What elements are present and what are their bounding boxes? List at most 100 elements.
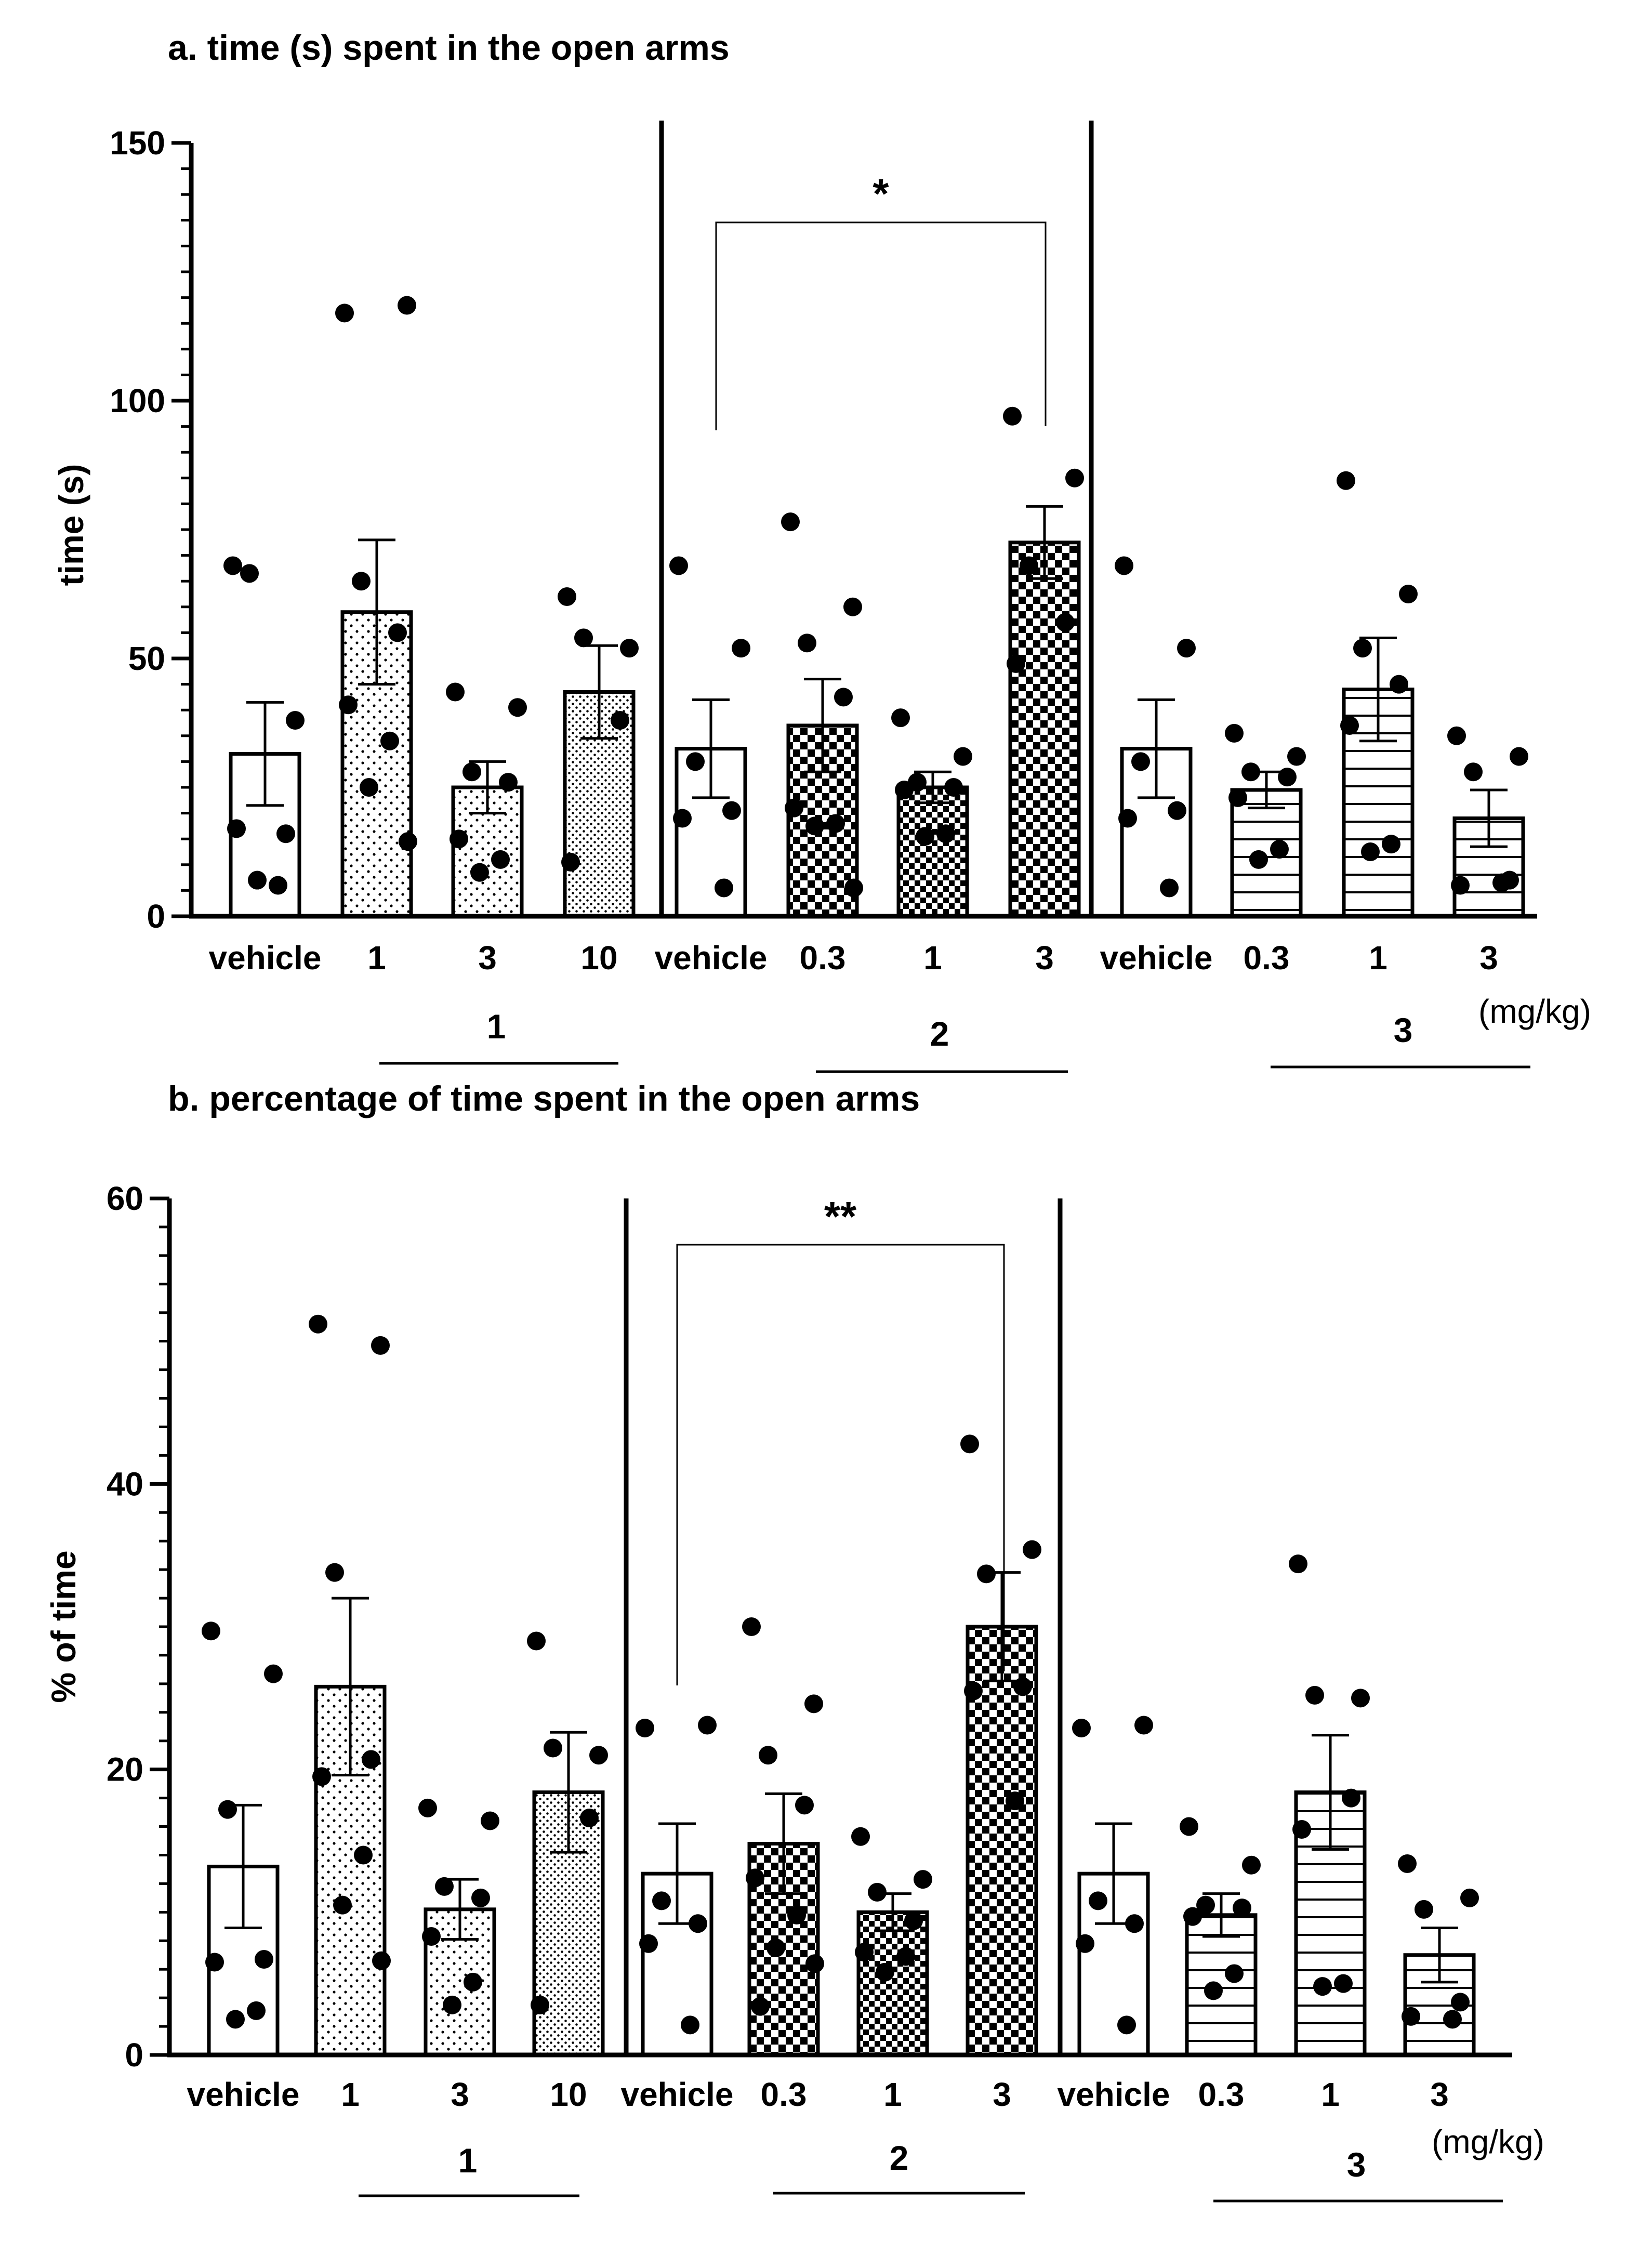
panel-b-point-1-3 <box>435 1877 454 1896</box>
panel-a-point-3-3 <box>1464 762 1483 782</box>
panel-a-point-3-1 <box>1361 842 1380 861</box>
panel-a-point-1-vehicle <box>248 871 267 890</box>
panel-a-point-3-0.3 <box>1278 768 1297 787</box>
panel-b-point-2-0.3 <box>804 1694 823 1713</box>
panel-b-category-label: vehicle <box>1057 2076 1170 2113</box>
panel-b-point-3-1 <box>1334 1974 1353 1993</box>
panel-a-point-1-1 <box>398 296 416 315</box>
panel-b-point-3-vehicle <box>1089 1891 1107 1910</box>
panel-b-point-1-3 <box>443 1995 461 2014</box>
panel-a-point-1-3 <box>446 682 465 702</box>
panel-a-point-3-1 <box>1399 585 1418 603</box>
panel-b-point-3-1 <box>1313 1977 1332 1996</box>
panel-b-point-3-0.3 <box>1225 1964 1244 1983</box>
panel-b-point-2-3 <box>977 1564 996 1584</box>
panel-a-point-2-1 <box>954 747 972 766</box>
panel-a-point-3-0.3 <box>1270 840 1289 859</box>
panel-b-point-1-vehicle <box>202 1622 220 1641</box>
panel-a-point-1-vehicle <box>286 711 305 730</box>
panel-a-point-2-vehicle <box>732 639 750 658</box>
panel-b-point-1-10 <box>527 1631 546 1651</box>
panel-b-point-1-3 <box>481 1811 499 1830</box>
panel-a-group-label: 3 <box>1394 1011 1413 1049</box>
panel-a-point-1-10 <box>620 639 639 658</box>
panel-b-point-1-vehicle <box>247 2001 266 2020</box>
panel-a-point-2-vehicle <box>669 556 688 575</box>
panel-b-point-2-3 <box>960 1434 979 1454</box>
panel-b-point-1-3 <box>464 1972 482 1992</box>
panel-b-point-1-3 <box>471 1888 490 1907</box>
panel-a-point-3-1 <box>1390 675 1408 694</box>
panel-b-errorbar-2-0.3 <box>765 1792 802 1895</box>
panel-a-category-label: 3 <box>478 939 497 977</box>
panel-b-y-tick-label: 60 <box>107 1180 143 1217</box>
panel-a-unit-label: (mg/kg) <box>1478 993 1591 1030</box>
panel-b-point-2-3 <box>1006 1791 1024 1811</box>
panel-b-point-3-3 <box>1402 2007 1420 2026</box>
panel-b-category-label: vehicle <box>187 2076 299 2113</box>
panel-b-errorbar-3-3 <box>1421 1927 1458 1984</box>
panel-a: a. time (s) spent in the open arms time … <box>52 28 1591 1073</box>
panel-b-point-3-1 <box>1305 1685 1324 1705</box>
panel-a-point-1-3 <box>462 762 481 782</box>
panel-a-ylabel: time (s) <box>52 464 90 586</box>
panel-b-point-1-10 <box>580 1809 599 1828</box>
panel-a-errorbar-3-vehicle <box>1138 698 1175 799</box>
panel-a-point-2-0.3 <box>843 597 862 616</box>
panel-a-point-3-1 <box>1337 471 1355 490</box>
panel-b-point-2-1 <box>914 1870 932 1889</box>
panel-a-significance-label: * <box>873 170 889 217</box>
panel-a-category-label: 3 <box>1035 939 1054 977</box>
panel-b-point-3-3 <box>1398 1854 1417 1873</box>
panel-a-significance-bracket <box>715 221 1047 430</box>
panel-a-category-label: 0.3 <box>1244 939 1290 977</box>
panel-b-point-2-3 <box>964 1681 983 1700</box>
panel-b-point-1-vehicle <box>205 1953 224 1972</box>
panel-b-point-1-1 <box>312 1767 331 1786</box>
panel-b-point-1-vehicle <box>218 1800 237 1819</box>
panel-b-point-2-1 <box>904 1911 923 1930</box>
panel-b: b. percentage of time spent in the open … <box>44 1079 1544 2203</box>
panel-a-point-2-0.3 <box>781 512 800 532</box>
panel-a-point-1-vehicle <box>240 564 259 583</box>
panel-b-errorbar-3-1 <box>1312 1734 1349 1851</box>
panel-a-point-1-3 <box>508 698 527 717</box>
panel-b-point-2-1 <box>851 1827 870 1846</box>
panel-b-y-tick-label: 40 <box>107 1465 143 1502</box>
panel-b-point-2-1 <box>896 1947 915 1966</box>
panel-a-point-2-1 <box>944 778 963 797</box>
panel-b-point-1-10 <box>531 1995 549 2014</box>
panel-b-point-3-3 <box>1443 2010 1462 2029</box>
panel-b-point-2-0.3 <box>751 1997 770 2016</box>
panel-a-point-3-vehicle <box>1115 556 1133 575</box>
panel-b-category-label: 0.3 <box>1198 2076 1245 2113</box>
panel-a-category-label: 3 <box>1479 939 1498 977</box>
panel-a-point-1-10 <box>611 711 629 730</box>
panel-b-point-1-vehicle <box>226 2010 245 2029</box>
panel-a-point-1-vehicle <box>269 876 287 895</box>
panel-b-point-3-0.3 <box>1233 1899 1251 1918</box>
panel-b-errorbar-1-10 <box>550 1731 587 1854</box>
panel-a-point-1-1 <box>380 731 399 750</box>
panel-a-point-1-3 <box>470 863 489 882</box>
panel-a-point-1-3 <box>499 773 518 792</box>
panel-b-point-1-3 <box>418 1798 437 1817</box>
panel-b-point-3-3 <box>1415 1900 1433 1919</box>
panel-b-point-2-1 <box>855 1943 874 1962</box>
panel-a-point-2-vehicle <box>686 752 705 771</box>
panel-a-point-3-1 <box>1340 716 1359 735</box>
panel-a-point-1-10 <box>558 587 576 606</box>
panel-b-significance-label: ** <box>824 1193 857 1240</box>
panel-b-point-2-3 <box>1023 1540 1041 1559</box>
panel-a-y-tick-label: 100 <box>110 382 165 419</box>
panel-b-point-3-0.3 <box>1242 1855 1261 1875</box>
panel-a-point-3-3 <box>1447 726 1466 745</box>
panel-b-errorbar-1-1 <box>332 1597 369 1777</box>
panel-b-category-label: 3 <box>993 2076 1011 2113</box>
panel-a-point-2-3 <box>1007 654 1025 673</box>
panel-a-errorbar-2-0.3 <box>804 678 841 773</box>
panel-b-point-2-3 <box>1013 1677 1032 1696</box>
panel-a-point-3-vehicle <box>1177 639 1196 658</box>
panel-b-group-label: 1 <box>458 2141 478 2180</box>
panel-a-errorbar-3-1 <box>1359 636 1397 743</box>
